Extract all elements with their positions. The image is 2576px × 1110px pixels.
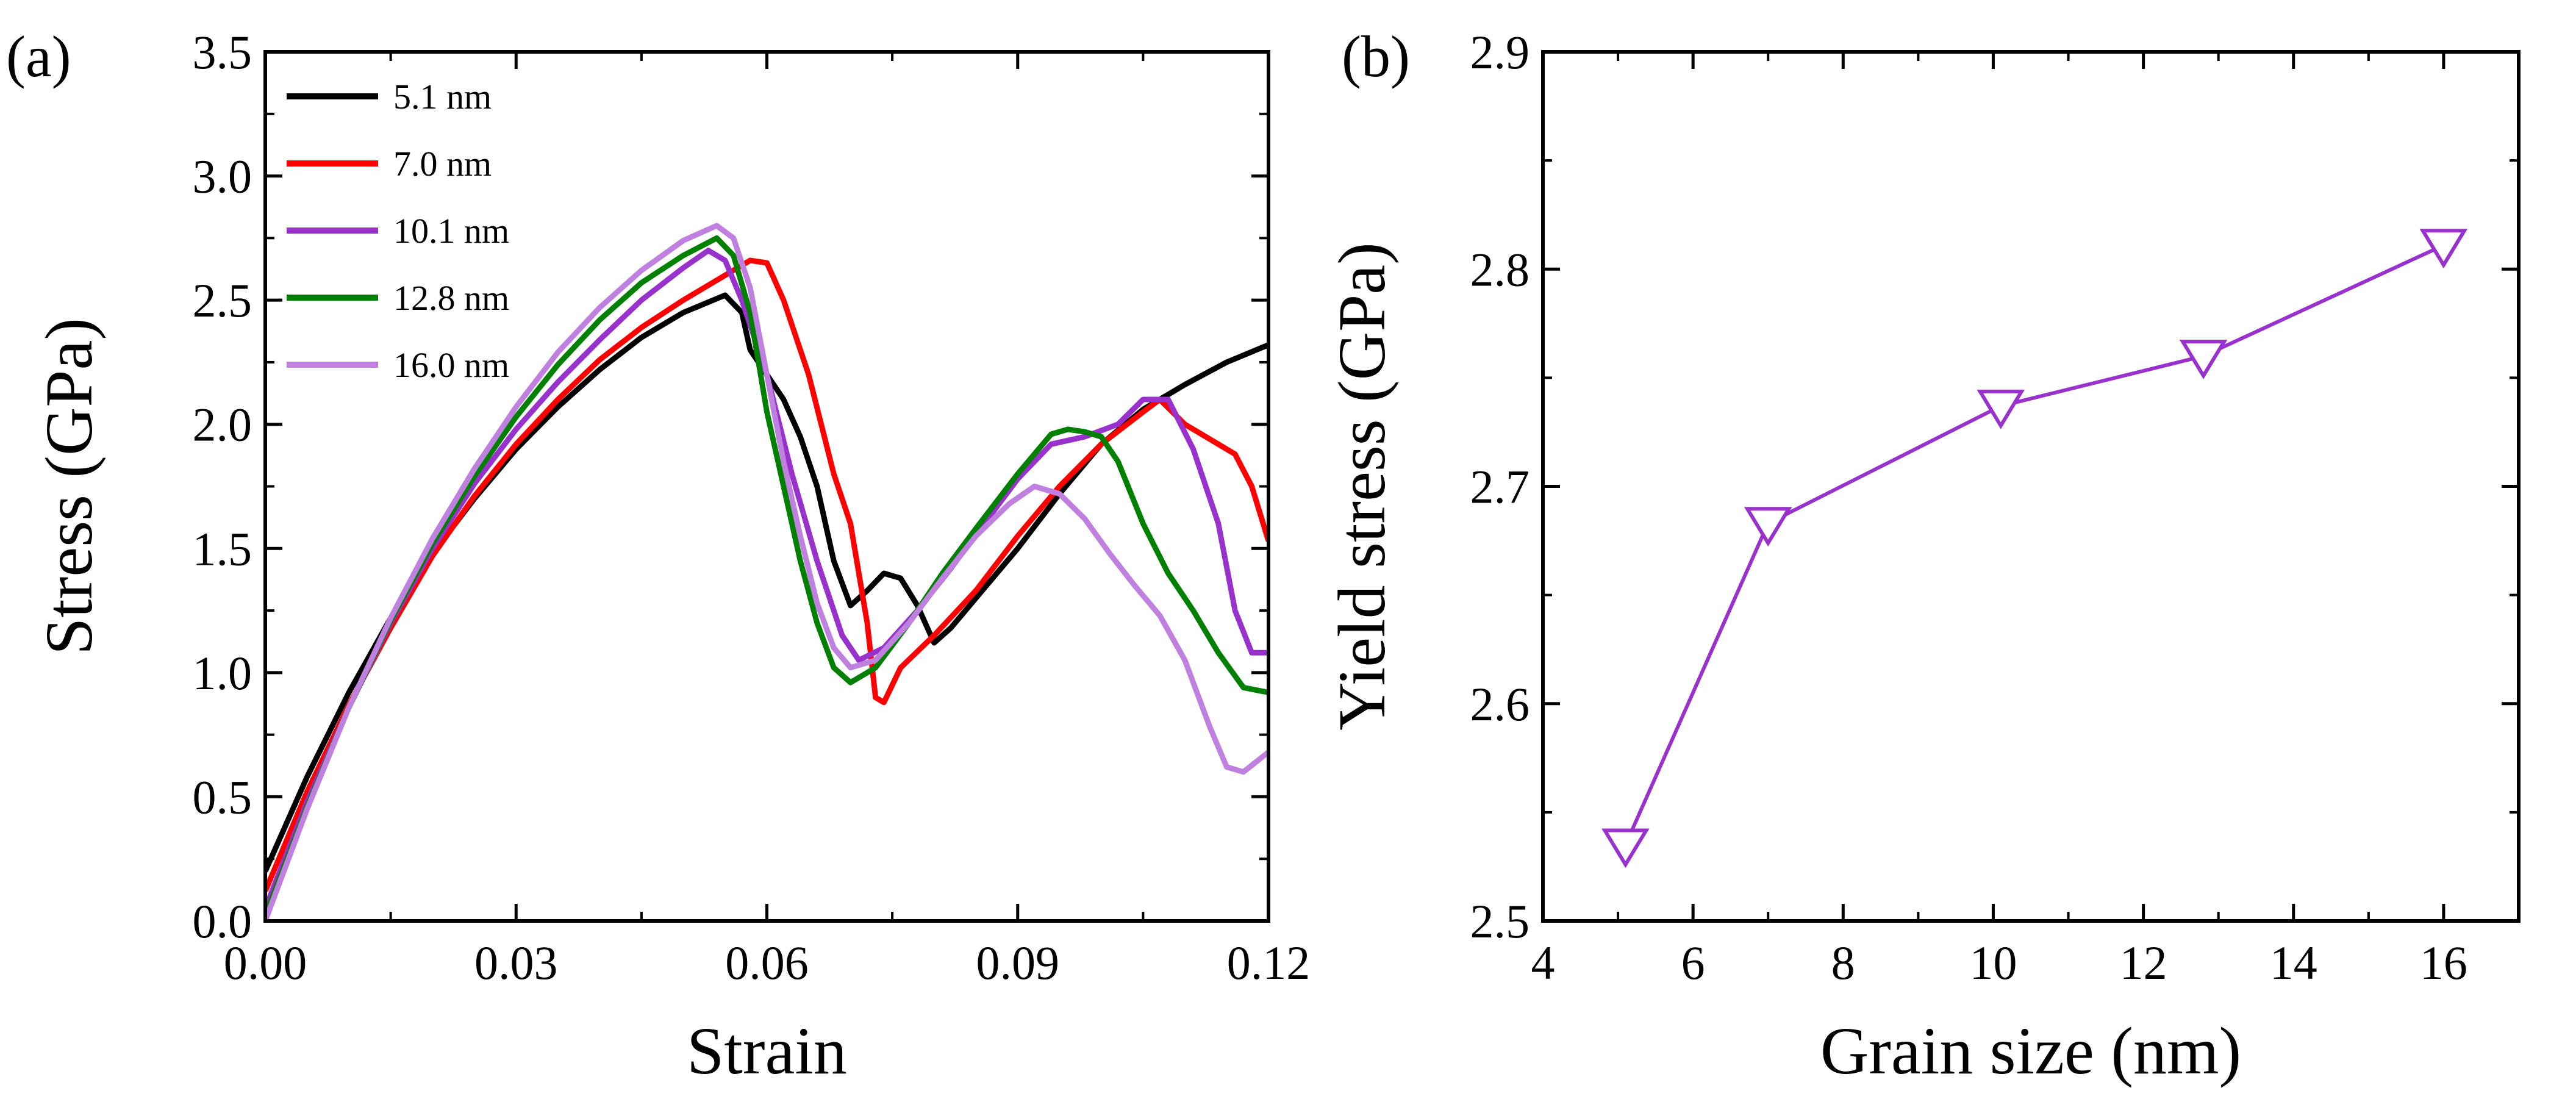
panel-a-x-axis-title: Strain [687, 1014, 847, 1088]
x-tick-label: 0.06 [725, 936, 809, 989]
series-line-16-0-nm [265, 223, 1268, 921]
panel-a-legend: 5.1 nm 7.0 nm 10.1 nm 12.8 nm 16.0 nm [287, 77, 509, 385]
y-tick-label: 2.0 [193, 398, 252, 451]
y-tick-label: 0.0 [193, 895, 252, 948]
panel-b-label: (b) [1342, 24, 1410, 89]
panel-a-series-lines [265, 223, 1268, 921]
x-tick-label: 8 [1831, 936, 1855, 989]
y-tick-label: 1.0 [193, 646, 252, 700]
data-point-marker [1977, 389, 2025, 429]
y-tick-label: 0.5 [193, 770, 252, 823]
legend-label: 16.0 nm [393, 345, 509, 385]
x-tick-label: 0.00 [224, 936, 307, 989]
x-tick-label: 0.09 [976, 936, 1060, 989]
yield-stress-line [1623, 243, 2445, 846]
x-tick-label: 4 [1531, 936, 1555, 989]
legend-label: 5.1 nm [393, 77, 492, 116]
legend-label: 10.1 nm [393, 211, 509, 251]
panel-b-y-axis-title: Yield stress (GPa) [1325, 242, 1399, 730]
y-tick-label: 3.0 [193, 150, 252, 203]
y-tick-label: 3.5 [193, 26, 252, 79]
panel-a-ticks: 0.00 0.03 0.06 0.09 0.12 0.0 0.5 1.0 1.5 2.0 2.5 3.… [193, 26, 1311, 989]
panel-b-series [1601, 229, 2468, 868]
data-point-marker [2179, 340, 2228, 379]
data-point-marker [1601, 828, 1650, 868]
panel-b-x-axis-title: Grain size (nm) [1820, 1014, 2241, 1088]
x-tick-label: 12 [2120, 936, 2167, 989]
panel-b-plot-frame [1541, 50, 2521, 923]
series-line-10-1-nm [265, 248, 1268, 910]
y-tick-label: 1.5 [193, 522, 252, 575]
x-tick-label: 0.12 [1227, 936, 1311, 989]
panel-b-ticks: 4 6 8 10 12 14 16 2.5 2.6 2.7 2.8 2.9 [1470, 26, 2519, 989]
x-tick-label: 0.03 [474, 936, 558, 989]
y-tick-label: 2.5 [193, 274, 252, 327]
y-tick-label: 2.7 [1470, 460, 1530, 514]
x-tick-label: 6 [1681, 936, 1705, 989]
series-line-12-8-nm [265, 235, 1268, 917]
panel-b-yield-stress-chart: (b) 4 6 8 10 12 14 16 2.5 2.6 2.7 2.8 2.9 Grain siz… [1325, 24, 2521, 1088]
y-tick-label: 2.8 [1470, 243, 1530, 296]
y-tick-label: 2.6 [1470, 678, 1530, 731]
series-line-7-0-nm [265, 257, 1268, 892]
x-tick-label: 10 [1969, 936, 2017, 989]
x-tick-label: 16 [2420, 936, 2467, 989]
legend-label: 7.0 nm [393, 144, 492, 184]
panel-a-label: (a) [6, 24, 71, 89]
legend-label: 12.8 nm [393, 278, 509, 318]
panel-a-plot-frame [263, 50, 1270, 923]
data-point-marker [2419, 229, 2468, 269]
x-tick-label: 14 [2270, 936, 2317, 989]
data-point-marker [1744, 507, 1792, 547]
panel-a-y-axis-title: Stress (GPa) [32, 318, 106, 655]
y-tick-label: 2.9 [1470, 26, 1530, 79]
panel-a-stress-strain-chart: (a) 0.00 0.03 0.06 0.09 0.12 0.0 0.5 1.0 1.5 2.0 2… [6, 24, 1310, 1088]
y-tick-label: 2.5 [1470, 895, 1530, 948]
